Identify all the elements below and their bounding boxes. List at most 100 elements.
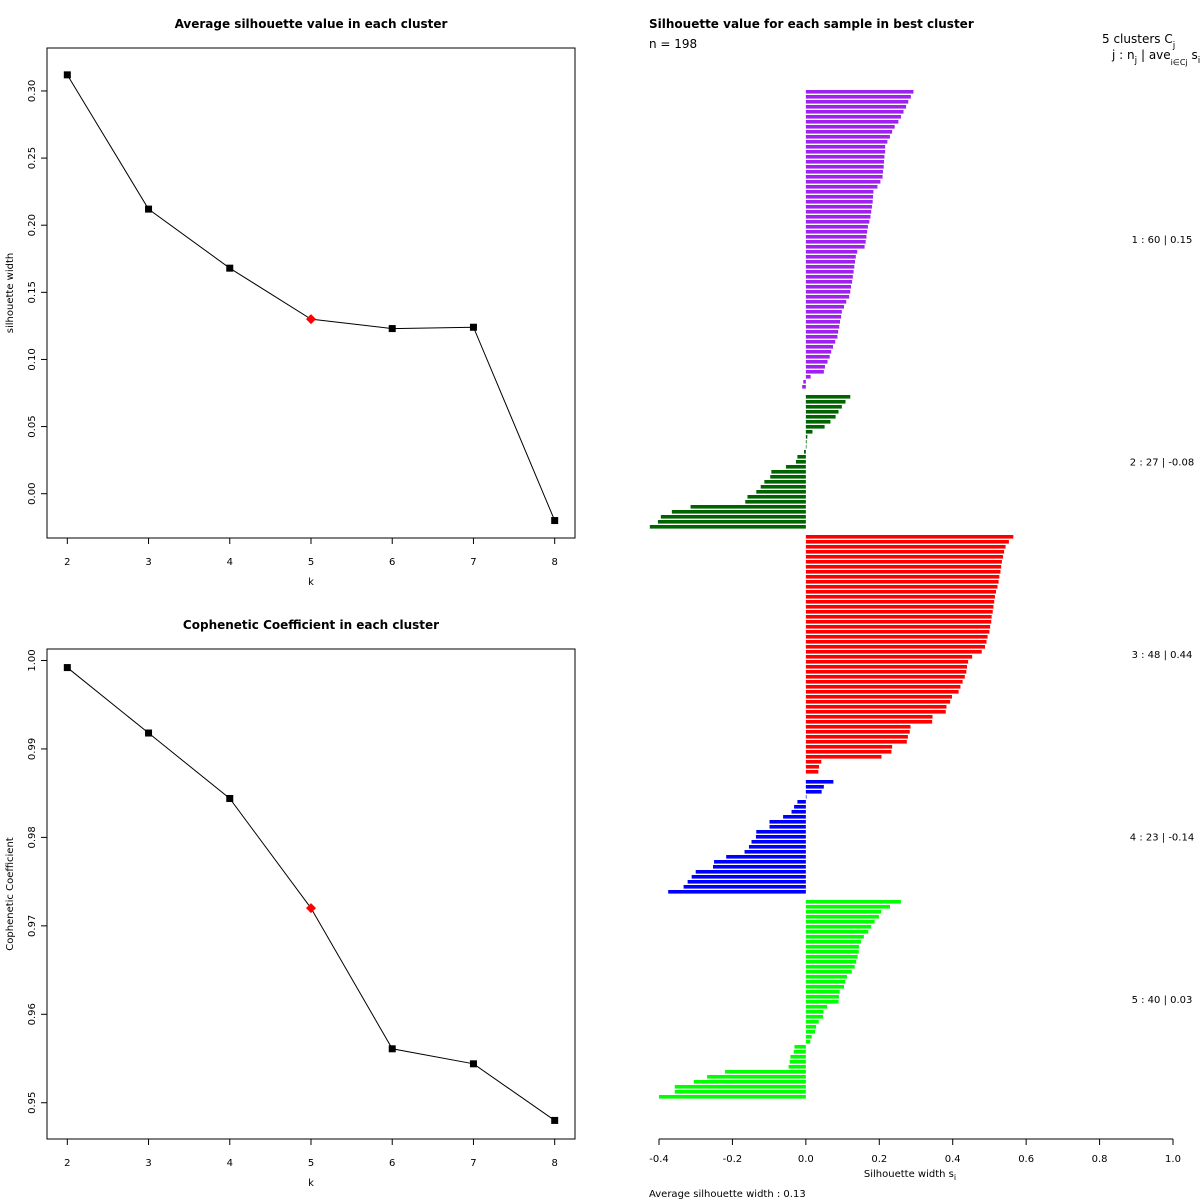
x-tick-label: 0.4 [945, 1154, 961, 1165]
y-axis: 0.95 0.96 0.97 0.98 0.99 1.00 [27, 649, 48, 1114]
silhouette-bar [649, 525, 806, 529]
silhouette-bar [805, 760, 822, 764]
cluster-3-bars [805, 535, 1014, 774]
silhouette-bar [805, 210, 872, 214]
silhouette-bar [805, 250, 858, 254]
x-tick-label: 1.0 [1165, 1154, 1181, 1165]
silhouette-bar [805, 170, 883, 174]
silhouette-bar [805, 345, 834, 349]
silhouette-bar [804, 450, 806, 454]
silhouette-bar [674, 1090, 806, 1094]
silhouette-bar [805, 1030, 816, 1034]
cluster-label: 1 : 60 | 0.15 [1132, 235, 1193, 246]
x-axis-label: Silhouette width si [864, 1169, 956, 1182]
silhouette-bar [805, 975, 847, 979]
x-axis-label: k [308, 577, 314, 588]
silhouette-bar [805, 930, 869, 934]
silhouette-bar [805, 225, 868, 229]
silhouette-bar [805, 585, 998, 589]
silhouette-bar [769, 825, 806, 829]
silhouette-bar [771, 470, 806, 474]
cluster-label: 3 : 48 | 0.44 [1132, 650, 1193, 661]
y-tick-label: 0.97 [27, 915, 38, 937]
silhouette-bar [805, 680, 963, 684]
silhouette-bar [790, 1055, 806, 1059]
silhouette-bar [805, 770, 819, 774]
y-axis: 0.00 0.05 0.10 0.15 0.20 0.25 0.30 [27, 80, 48, 505]
silhouette-bar [794, 1045, 806, 1049]
silhouette-bar [805, 920, 875, 924]
silhouette-bar [786, 465, 806, 469]
silhouette-bar [668, 890, 806, 894]
y-tick-label: 0.15 [27, 281, 38, 303]
silhouette-bar [805, 265, 855, 269]
silhouette-bar [805, 1015, 824, 1019]
silhouette-bar [794, 805, 806, 809]
x-tick-label: 7 [470, 1158, 476, 1169]
y-tick-label: 0.98 [27, 826, 38, 848]
silhouette-bar [805, 1035, 812, 1039]
silhouette-bar [805, 785, 824, 789]
cluster-label: 4 : 23 | -0.14 [1130, 833, 1194, 844]
silhouette-bar [805, 735, 908, 739]
silhouette-bar [674, 1085, 806, 1089]
cluster-1-bars [802, 90, 914, 389]
silhouette-bar [671, 510, 806, 514]
silhouette-bar [760, 485, 806, 489]
silhouette-bar [805, 215, 871, 219]
silhouette-bar [691, 875, 806, 879]
x-tick-label: 2 [64, 557, 70, 568]
silhouette-bar [805, 115, 901, 119]
y-tick-label: 0.05 [27, 415, 38, 437]
cluster-header: 5 clusters Cj j : nj | avei∈Cj si [1102, 32, 1200, 67]
data-point [551, 517, 559, 525]
highlight-point [306, 314, 316, 325]
silhouette-bar [751, 840, 806, 844]
x-tick-label: 0.0 [798, 1154, 814, 1165]
plot-frame [46, 648, 576, 1140]
x-tick-label: 3 [145, 1158, 151, 1169]
silhouette-bar [805, 230, 868, 234]
silhouette-bar [805, 615, 992, 619]
silhouette-bar [769, 820, 806, 824]
silhouette-bar [805, 270, 854, 274]
silhouette-bar [805, 360, 828, 364]
silhouette-bar [805, 1005, 828, 1009]
silhouette-bar [690, 505, 806, 509]
cluster-labels: 1 : 60 | 0.15 2 : 27 | -0.08 3 : 48 | 0.44… [1130, 235, 1194, 1006]
silhouette-bar [783, 815, 806, 819]
sample-count: n = 198 [649, 37, 697, 51]
x-axis-label-text: Silhouette width s [864, 1169, 954, 1180]
silhouette-bar [805, 200, 873, 204]
silhouette-bar [805, 720, 933, 724]
silhouette-bar [764, 480, 806, 484]
silhouette-bar [805, 950, 859, 954]
y-tick-label: 0.20 [27, 214, 38, 236]
silhouette-bar [805, 970, 852, 974]
silhouette-bar [805, 410, 839, 414]
silhouette-line-chart: Average silhouette value in each cluster… [5, 17, 576, 588]
silhouette-bar [805, 925, 872, 929]
x-tick-label: 3 [145, 557, 151, 568]
silhouette-bar [805, 370, 824, 374]
plot-frame [46, 47, 576, 539]
silhouette-bar [805, 255, 856, 259]
silhouette-bar [805, 340, 836, 344]
silhouette-bar [805, 645, 986, 649]
silhouette-bar [805, 575, 1000, 579]
chart-title: Silhouette value for each sample in best… [649, 17, 974, 31]
silhouette-bar [687, 880, 806, 884]
silhouette-bar [805, 535, 1014, 539]
silhouette-bar [707, 1075, 806, 1079]
silhouette-bar [805, 180, 881, 184]
x-tick-label: 6 [389, 557, 395, 568]
y-tick-label: 0.25 [27, 147, 38, 169]
header-line-2: j : nj | avei∈Cj si [1111, 48, 1200, 67]
silhouette-bar [693, 1080, 806, 1084]
silhouette-bar [805, 705, 947, 709]
header-text: s [1188, 48, 1198, 62]
silhouette-bar [805, 700, 951, 704]
header-subscript: j [1172, 41, 1176, 51]
x-axis-label-subscript: i [954, 1173, 956, 1182]
